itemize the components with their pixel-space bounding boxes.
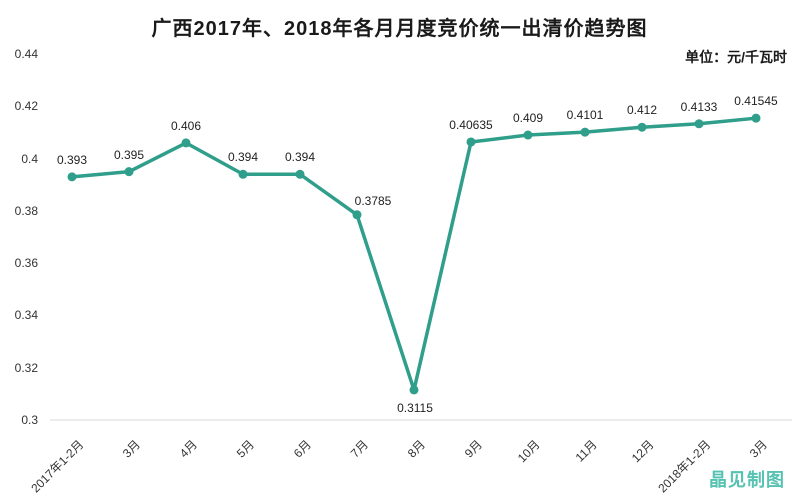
unit-label: 单位：元/千瓦时 [685, 49, 787, 65]
data-point [466, 137, 476, 147]
data-label: 0.412 [626, 103, 658, 118]
y-tick-label: 0.3 [21, 413, 38, 427]
data-point [67, 172, 77, 182]
data-label: 0.41545 [734, 94, 778, 109]
data-label: 0.3785 [354, 193, 392, 208]
data-point [295, 169, 305, 179]
chart-title: 广西2017年、2018年各月月度竞价统一出清价趋势图 [151, 18, 648, 40]
trend-line [70, 116, 758, 392]
y-tick-label: 0.34 [14, 308, 38, 323]
data-label: 0.4133 [680, 99, 718, 114]
data-point [694, 119, 704, 129]
data-label: 0.409 [512, 111, 544, 126]
data-label: 0.394 [227, 150, 259, 165]
watermark: 晶见制图 [709, 470, 785, 490]
data-point [181, 138, 191, 148]
data-point [409, 385, 419, 395]
y-tick-label: 0.32 [14, 360, 38, 375]
data-label: 0.4101 [566, 108, 604, 123]
data-label: 0.40635 [449, 117, 493, 132]
data-label: 0.394 [284, 150, 316, 165]
data-point [580, 127, 590, 137]
data-label: 0.393 [56, 152, 88, 167]
data-label: 0.406 [170, 118, 202, 133]
data-point [352, 210, 362, 220]
data-label: 0.395 [113, 147, 145, 162]
y-tick-label: 0.38 [14, 203, 38, 218]
y-tick-label: 0.42 [14, 99, 38, 114]
data-point [751, 113, 761, 123]
y-tick-label: 0.36 [14, 256, 38, 271]
data-point [238, 169, 248, 179]
data-point [124, 167, 134, 177]
data-label: 0.3115 [397, 400, 433, 415]
y-tick-label: 0.44 [14, 47, 38, 61]
y-tick-label: 0.4 [21, 151, 38, 166]
data-point [523, 130, 533, 140]
data-point [637, 122, 647, 132]
